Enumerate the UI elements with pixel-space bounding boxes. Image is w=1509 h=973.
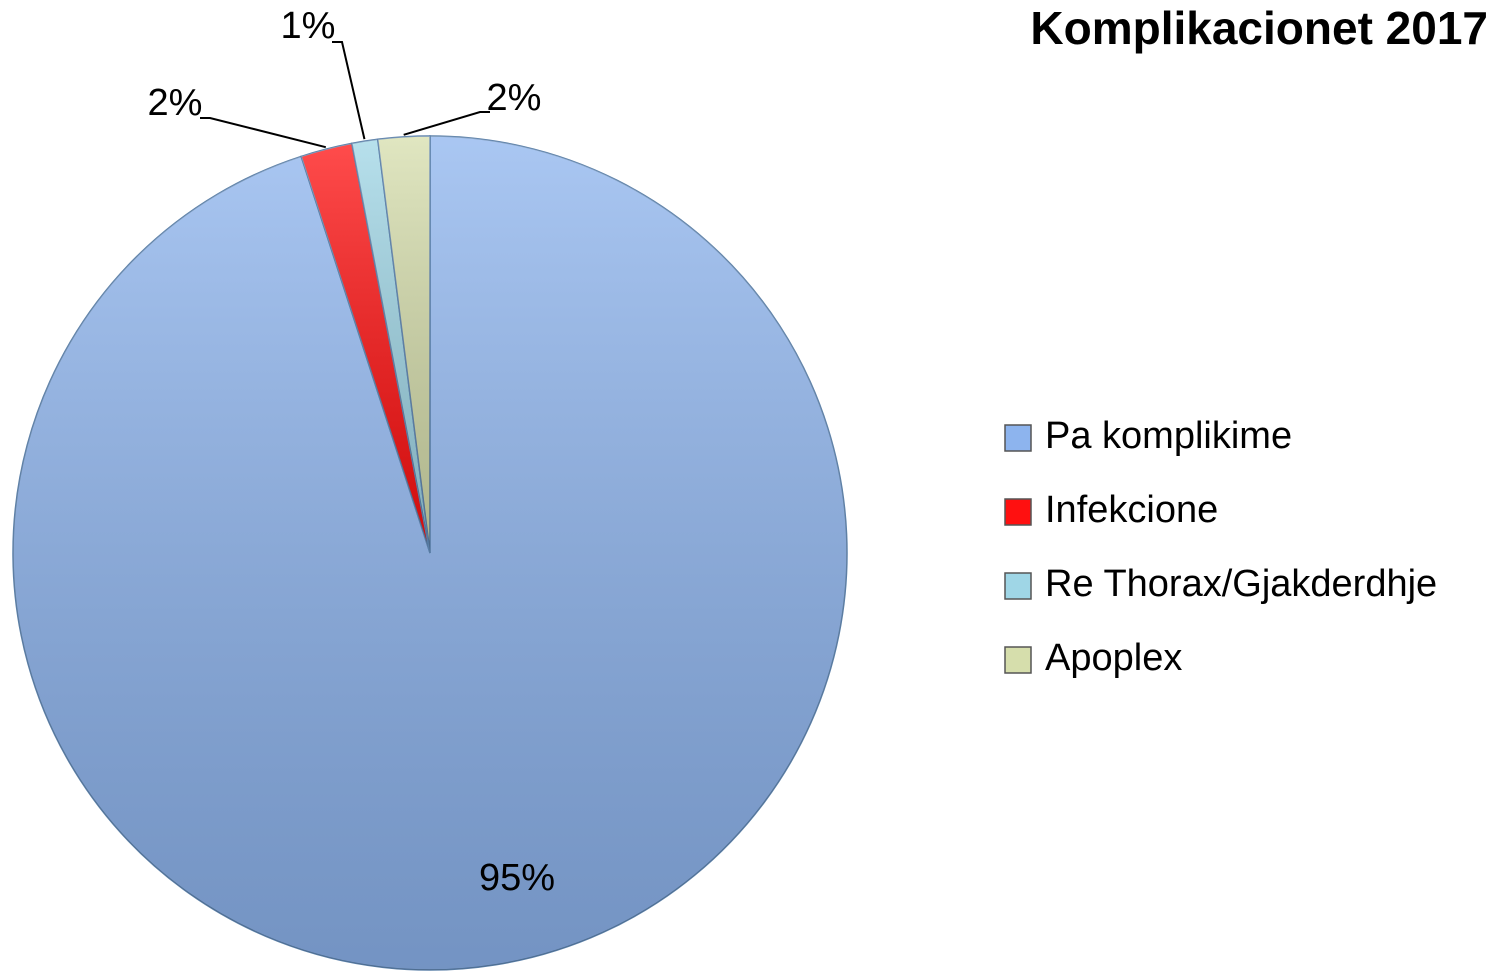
slice-shade (351, 139, 430, 554)
data-label: 2% (148, 82, 203, 124)
data-label: 2% (487, 77, 542, 119)
legend-label: Infekcione (1045, 489, 1218, 531)
data-label: 1% (281, 5, 336, 47)
legend-label: Pa komplikime (1045, 415, 1292, 457)
data-label: 95% (479, 857, 555, 899)
chart-title: Komplikacionet 2017 (1030, 2, 1488, 54)
legend-swatch (1004, 424, 1032, 452)
leader-line (403, 111, 490, 136)
leader-line (332, 41, 366, 140)
legend-label: Re Thorax/Gjakderdhje (1045, 563, 1437, 605)
slice-shade (377, 136, 430, 553)
legend-label: Apoplex (1045, 637, 1182, 679)
legend-swatch (1004, 646, 1032, 674)
legend-swatch (1004, 498, 1032, 526)
legend-swatch (1004, 572, 1032, 600)
slice-shade (301, 143, 430, 553)
leader-line (200, 117, 327, 149)
